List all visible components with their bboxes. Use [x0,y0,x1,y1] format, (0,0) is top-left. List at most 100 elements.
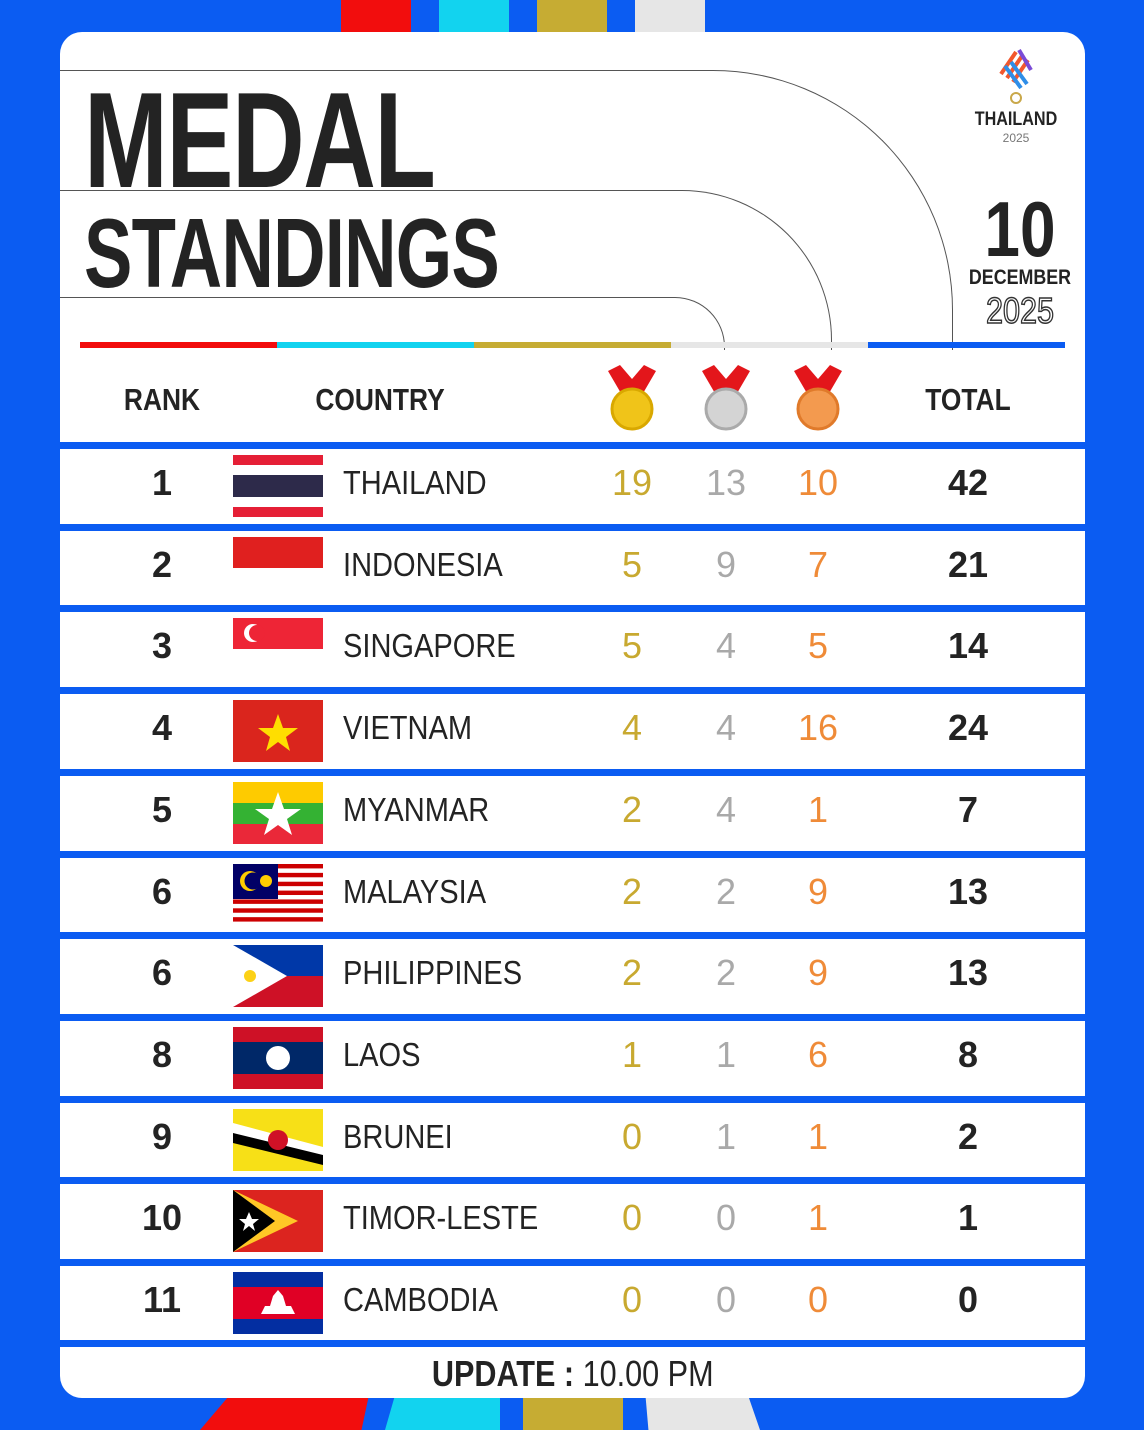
total-count: 21 [947,543,989,585]
bronze-count: 1 [807,1115,829,1157]
rank: 3 [151,625,173,667]
gold-count: 1 [621,1033,643,1075]
rank: 9 [151,1115,173,1157]
country-name: SINGAPORE [343,627,516,665]
table-row: 1 THAILAND 19 13 10 42 [60,442,1085,517]
color-bar-cyan [277,342,474,348]
total-count: 14 [947,625,989,667]
date-year: 2025 [985,289,1055,332]
country-name: INDONESIA [343,545,503,583]
silver-count: 1 [715,1033,737,1075]
rank: 1 [151,462,173,503]
bronze-count: 0 [807,1279,829,1320]
gold-medal-icon [602,365,662,431]
bronze-count: 5 [807,625,829,667]
rank: 5 [151,788,173,830]
color-bar-red [80,342,277,348]
total-count: 0 [957,1279,979,1320]
table-row: 4 VIETNAM 4 4 16 24 [60,687,1085,763]
rank: 8 [151,1033,173,1075]
table-row: 10 TIMOR-LESTE 0 0 1 1 [60,1177,1085,1253]
gold-count: 4 [621,707,643,749]
date-day: 10 [984,185,1056,273]
country-name: TIMOR-LESTE [343,1199,539,1237]
silver-count: 0 [715,1197,737,1239]
bronze-count: 6 [807,1033,829,1075]
silver-count: 0 [715,1279,737,1320]
header-rank: RANK [123,382,201,417]
indonesia-flag-icon [233,536,323,599]
rank: 4 [151,707,173,749]
sea-games-logo: THAILAND 2025 [960,44,1072,145]
brunei-flag-icon [233,1108,323,1171]
rank: 2 [151,543,173,585]
gold-count: 19 [611,462,653,503]
gold-count: 0 [621,1279,643,1320]
medal-card: MEDAL STANDINGS THAILAND 2025 10 DECEMBE… [60,32,1085,1398]
bronze-count: 7 [807,543,829,585]
header-country: COUNTRY [315,382,445,417]
decor-stripe-red [341,0,411,34]
vietnam-flag-icon [233,700,323,763]
silver-count: 2 [715,952,737,994]
timor-leste-flag-icon [233,1190,323,1253]
total-count: 1 [957,1197,979,1239]
country-name: MALAYSIA [343,872,487,910]
rank: 10 [141,1197,183,1239]
silver-count: 1 [715,1115,737,1157]
date-month: DECEMBER [968,266,1072,289]
total-count: 24 [947,707,989,749]
page-title-line2: STANDINGS [84,198,500,308]
silver-count: 4 [715,788,737,830]
table-row: 8 LAOS 1 1 6 8 [60,1013,1085,1089]
bronze-count: 1 [807,788,829,830]
table-row: 11 CAMBODIA 0 0 0 0 [60,1259,1085,1334]
country-name: LAOS [343,1035,421,1073]
logo-year: 2025 [1002,131,1030,145]
singapore-flag-icon [233,618,323,681]
decor-stripe-gold [537,0,607,34]
total-count: 7 [957,788,979,830]
table-row: 5 MYANMAR 2 4 1 7 [60,768,1085,844]
country-name: CAMBODIA [343,1281,498,1318]
total-count: 8 [957,1033,979,1075]
gold-count: 2 [621,952,643,994]
table-row: 6 MALAYSIA 2 2 9 13 [60,850,1085,926]
table-row: 3 SINGAPORE 5 4 5 14 [60,605,1085,681]
philippines-flag-icon [233,945,323,1008]
malaysia-flag-icon [233,863,323,926]
update-time: 10.00 PM [582,1353,714,1394]
total-count: 2 [957,1115,979,1157]
total-count: 13 [947,952,989,994]
bronze-count: 9 [807,952,829,994]
page-title-line1: MEDAL [84,64,436,216]
country-name: THAILAND [343,464,487,501]
thailand-flag-icon [233,455,323,517]
bronze-count: 9 [807,870,829,912]
logo-mark-icon [999,48,1033,104]
gold-count: 2 [621,788,643,830]
logo-text: THAILAND [974,109,1058,130]
gold-count: 0 [621,1115,643,1157]
gold-count: 0 [621,1197,643,1239]
table-row: 9 BRUNEI 0 1 1 2 [60,1095,1085,1171]
country-name: MYANMAR [343,790,490,828]
gold-count: 2 [621,870,643,912]
laos-flag-icon [233,1026,323,1089]
gold-count: 5 [621,543,643,585]
cambodia-flag-icon [233,1272,323,1334]
country-name: PHILIPPINES [343,954,523,992]
update-label: UPDATE : [431,1353,574,1394]
update-footer: UPDATE : 10.00 PM [60,1340,1085,1398]
silver-medal-icon [696,365,756,431]
silver-count: 2 [715,870,737,912]
bronze-medal-icon [788,365,848,431]
silver-count: 4 [715,625,737,667]
rank: 6 [151,870,173,912]
country-name: BRUNEI [343,1117,453,1155]
gold-count: 5 [621,625,643,667]
bronze-count: 10 [797,462,839,503]
decor-stripe-grey [635,0,705,34]
bronze-count: 16 [797,707,839,749]
rank: 11 [142,1279,182,1320]
